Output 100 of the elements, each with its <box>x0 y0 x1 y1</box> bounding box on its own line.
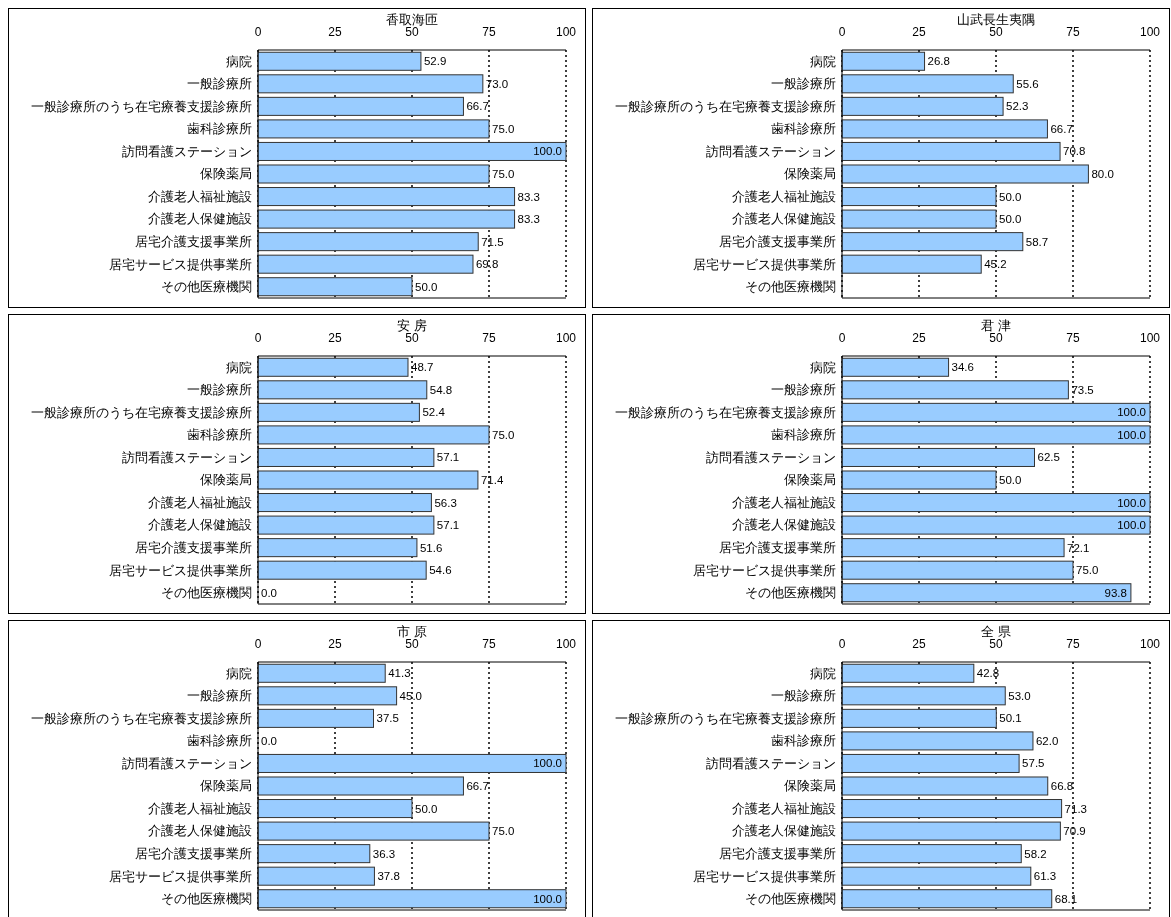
bar <box>257 493 432 513</box>
bar <box>841 470 997 490</box>
data-label: 75.0 <box>492 428 515 441</box>
bar <box>257 232 479 252</box>
data-label: 75.0 <box>492 825 515 838</box>
bar <box>841 821 1061 841</box>
bar <box>841 889 1053 909</box>
data-label: 80.0 <box>1091 168 1114 181</box>
bar <box>257 402 420 422</box>
data-label: 50.0 <box>415 802 438 815</box>
data-label: 75.0 <box>1076 564 1099 577</box>
data-label: 71.3 <box>1064 802 1087 815</box>
bar <box>841 96 1004 116</box>
data-label: 52.3 <box>1006 100 1029 113</box>
data-label: 93.8 <box>1104 586 1127 599</box>
y-tick-label: 介護老人保健施設 <box>732 824 836 839</box>
data-label: 66.7 <box>466 780 489 793</box>
y-tick-label: 介護老人保健施設 <box>148 824 252 839</box>
x-tick-label: 50 <box>405 331 419 345</box>
y-tick-label: 居宅介護支援事業所 <box>719 540 836 556</box>
y-tick-label: 歯科診療所 <box>187 734 252 749</box>
bar <box>257 866 375 886</box>
bar <box>841 753 1020 773</box>
y-tick-label: 保険薬局 <box>200 473 252 488</box>
y-tick-label: 訪問看護ステーション <box>706 450 836 465</box>
bar <box>257 538 418 558</box>
y-tick-label: 歯科診療所 <box>187 122 252 137</box>
x-tick-label: 75 <box>482 25 496 39</box>
bar <box>257 753 567 773</box>
x-tick-label: 75 <box>482 331 496 345</box>
y-tick-label: 介護老人保健施設 <box>148 518 252 533</box>
data-label: 56.3 <box>434 496 457 509</box>
y-tick-label: 一般診療所 <box>187 689 252 704</box>
y-tick-label: 一般診療所 <box>771 689 836 704</box>
data-label: 75.0 <box>492 168 515 181</box>
x-tick-label: 100 <box>555 331 577 345</box>
bar <box>841 538 1065 558</box>
x-tick-label: 100 <box>1139 637 1161 651</box>
y-tick-label: 歯科診療所 <box>771 734 836 749</box>
y-tick-label: 介護老人福祉施設 <box>148 801 252 816</box>
y-tick-label: その他医療機関 <box>161 586 252 601</box>
data-label: 100.0 <box>1117 406 1146 419</box>
data-label: 0.0 <box>261 586 277 599</box>
x-tick-label: 75 <box>1066 25 1080 39</box>
bar <box>841 402 1151 422</box>
x-tick-label: 25 <box>912 331 926 345</box>
y-tick-label: 一般診療所 <box>771 77 836 92</box>
data-label: 62.0 <box>1035 734 1059 747</box>
data-label: 100.0 <box>533 145 562 158</box>
chart-title: 市 原 <box>397 624 427 639</box>
x-tick-label: 25 <box>328 331 342 345</box>
bar <box>841 74 1014 94</box>
y-tick-label: 保険薬局 <box>200 167 252 182</box>
y-tick-label: 居宅介護支援事業所 <box>719 234 836 250</box>
bar <box>257 708 374 728</box>
x-tick-label: 100 <box>555 25 577 39</box>
data-label: 55.6 <box>1016 77 1039 90</box>
x-tick-label: 50 <box>989 637 1003 651</box>
y-tick-label: 一般診療所のうち在宅療養支援診療所 <box>31 710 252 726</box>
data-label: 83.3 <box>517 190 540 203</box>
y-tick-label: 訪問看護ステーション <box>706 144 836 159</box>
bar <box>841 187 997 207</box>
data-label: 71.5 <box>481 235 504 248</box>
bar <box>257 277 413 297</box>
data-label: 57.5 <box>1022 757 1045 770</box>
x-tick-label: 75 <box>1066 331 1080 345</box>
bar <box>257 164 490 184</box>
x-tick-label: 0 <box>254 25 262 39</box>
data-label: 69.8 <box>475 258 499 271</box>
bar <box>257 844 371 864</box>
y-tick-label: 介護老人福祉施設 <box>732 189 836 204</box>
bar <box>841 583 1132 603</box>
y-tick-label: その他医療機関 <box>745 586 836 601</box>
y-tick-label: 介護老人保健施設 <box>148 212 252 227</box>
bar <box>841 209 997 229</box>
y-tick-label: 居宅サービス提供事業所 <box>109 256 252 272</box>
y-tick-label: 一般診療所 <box>771 383 836 398</box>
x-tick-label: 0 <box>838 25 846 39</box>
data-label: 37.8 <box>377 870 400 883</box>
y-tick-label: 一般診療所のうち在宅療養支援診療所 <box>31 98 252 114</box>
y-tick-label: 病院 <box>226 666 252 681</box>
y-tick-label: その他医療機関 <box>745 892 836 907</box>
x-tick-label: 25 <box>912 25 926 39</box>
bar <box>257 560 427 580</box>
bar <box>841 254 982 274</box>
data-label: 100.0 <box>1117 519 1146 532</box>
x-tick-label: 0 <box>838 331 846 345</box>
data-label: 26.8 <box>927 55 950 68</box>
bar <box>841 232 1024 252</box>
y-tick-label: 介護老人福祉施設 <box>732 495 836 510</box>
y-tick-label: 居宅サービス提供事業所 <box>109 868 252 884</box>
data-label: 100.0 <box>1117 496 1146 509</box>
bar <box>257 821 490 841</box>
x-tick-label: 25 <box>328 637 342 651</box>
data-label: 53.0 <box>1008 689 1031 702</box>
y-tick-label: 介護老人保健施設 <box>732 212 836 227</box>
data-label: 36.3 <box>372 847 396 860</box>
y-tick-label: 歯科診療所 <box>187 428 252 443</box>
y-tick-label: 一般診療所のうち在宅療養支援診療所 <box>615 710 836 726</box>
data-label: 50.0 <box>415 280 438 293</box>
